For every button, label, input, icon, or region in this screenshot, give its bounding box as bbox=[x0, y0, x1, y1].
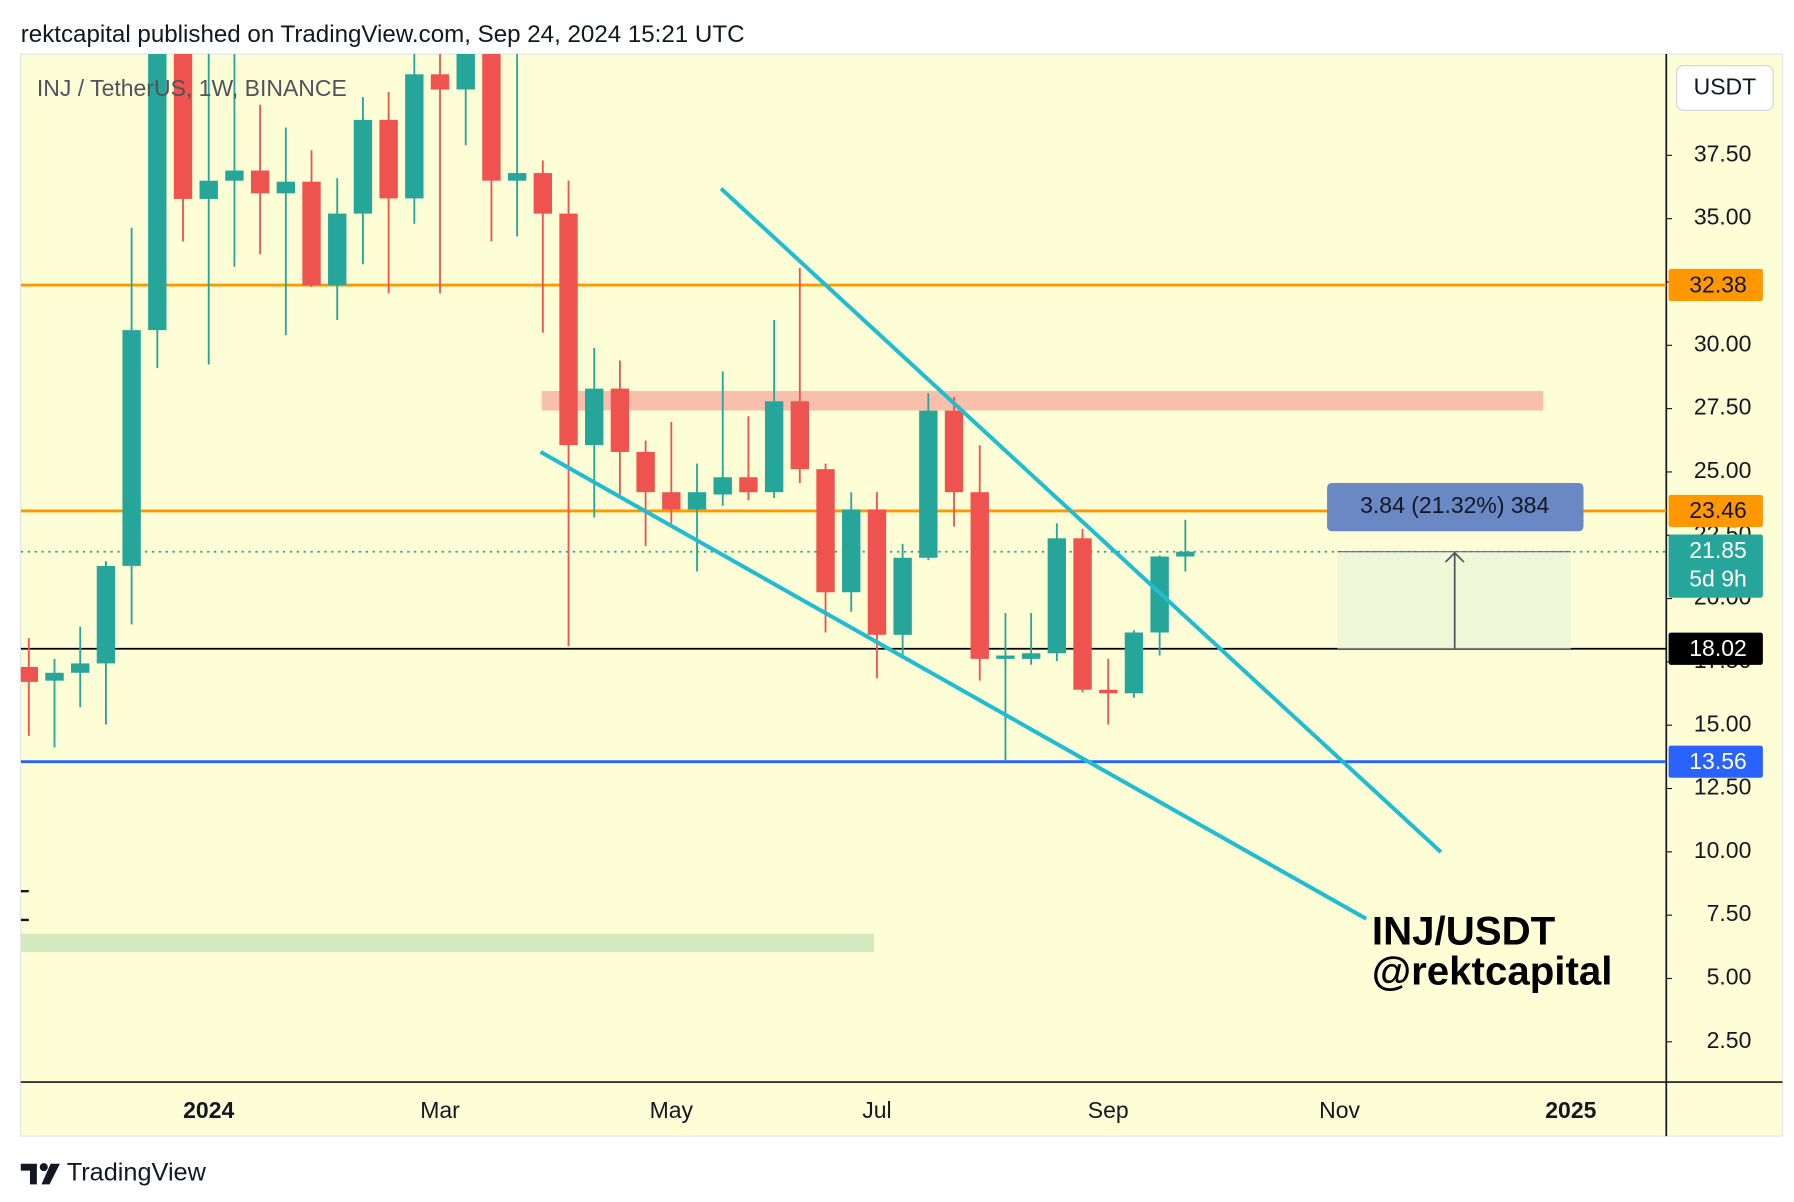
candle-body bbox=[533, 173, 553, 214]
candle-body bbox=[1047, 538, 1067, 654]
candle-body bbox=[353, 119, 373, 214]
candle-body bbox=[662, 492, 681, 510]
candle-body bbox=[173, 54, 193, 199]
y-tick-label: 25.00 bbox=[1694, 457, 1752, 483]
measure-label: 3.84 (21.32%) 384 bbox=[1360, 492, 1549, 518]
candle-body bbox=[893, 557, 912, 635]
x-tick-label: 2024 bbox=[183, 1097, 234, 1123]
logo-part bbox=[39, 1163, 48, 1172]
candle-body bbox=[559, 213, 578, 446]
candle-body bbox=[430, 74, 450, 90]
candle-body bbox=[944, 410, 964, 493]
candle-body bbox=[636, 451, 655, 493]
price-label: 32.38 bbox=[1689, 271, 1747, 297]
logo-part bbox=[41, 1163, 60, 1185]
candle-body bbox=[328, 213, 347, 286]
candle-body bbox=[739, 477, 758, 493]
watermark: @rektcapital bbox=[1372, 949, 1613, 994]
y-tick-label: 10.00 bbox=[1694, 837, 1752, 863]
candle-body bbox=[148, 54, 167, 331]
candle-body bbox=[713, 477, 732, 495]
drawings bbox=[20, 187, 1443, 922]
candle-body bbox=[482, 54, 501, 181]
x-tick-label: May bbox=[650, 1097, 694, 1123]
candle-body bbox=[225, 170, 244, 181]
candle-body bbox=[405, 74, 424, 199]
lower-trendline bbox=[539, 450, 1368, 921]
candle-body bbox=[687, 492, 707, 510]
candle-body bbox=[919, 410, 938, 558]
candle-body bbox=[970, 492, 989, 659]
x-axis: 2024 Mar May Jul Sep Nov 2025 bbox=[183, 1097, 1596, 1123]
y-tick-label: 37.50 bbox=[1694, 140, 1752, 166]
candle-body bbox=[199, 180, 218, 199]
candle-body bbox=[1021, 653, 1041, 659]
price-label: 18.02 bbox=[1689, 635, 1747, 661]
candle-body bbox=[842, 509, 861, 593]
price-label-box bbox=[1668, 745, 1763, 778]
x-tick-label: 2025 bbox=[1545, 1097, 1596, 1123]
resistance-zone bbox=[541, 390, 1544, 411]
price-label: 13.56 bbox=[1689, 748, 1747, 774]
candle-body bbox=[379, 119, 398, 199]
currency: USDT bbox=[1694, 74, 1757, 100]
y-tick-label: 27.50 bbox=[1694, 394, 1752, 420]
overlay: 3.84 (21.32%) 384 32.38 23.46 18.02 13.56 21.… bbox=[1327, 268, 1763, 778]
measure-label-box bbox=[1327, 482, 1584, 532]
x-tick-label: Mar bbox=[420, 1097, 460, 1123]
candle-body bbox=[45, 672, 64, 681]
price-label-box bbox=[1668, 268, 1763, 302]
candle-body bbox=[1099, 689, 1118, 694]
price-label-box bbox=[1668, 632, 1763, 665]
brand-logo bbox=[20, 1163, 60, 1185]
candle-body bbox=[96, 565, 116, 664]
candle-body bbox=[790, 401, 810, 470]
measure-arrowhead bbox=[1444, 551, 1465, 563]
y-tick-label: 35.00 bbox=[1694, 204, 1752, 230]
candle-body bbox=[764, 401, 784, 493]
x-tick-label: Nov bbox=[1319, 1097, 1360, 1123]
y-tick-label: 5.00 bbox=[1707, 964, 1752, 990]
candle-body bbox=[816, 469, 835, 593]
candle-body bbox=[71, 663, 90, 673]
symbol-legend: INJ / TetherUS, 1W, BINANCE bbox=[37, 75, 347, 101]
price-label: 23.46 bbox=[1689, 497, 1747, 523]
candle-body bbox=[122, 330, 141, 566]
zones bbox=[20, 390, 1544, 953]
last-price-box bbox=[1668, 534, 1763, 598]
price-label-box bbox=[1668, 494, 1763, 528]
candle-body bbox=[276, 181, 296, 194]
countdown-label: 5d 9h bbox=[1689, 566, 1747, 592]
candle-body bbox=[20, 666, 39, 682]
candle-body bbox=[1073, 538, 1092, 690]
candle-body bbox=[610, 388, 630, 452]
x-tick-label: Sep bbox=[1088, 1097, 1129, 1123]
last-price-label: 21.85 bbox=[1689, 537, 1747, 563]
y-tick-label: 2.50 bbox=[1707, 1027, 1752, 1053]
logo-part bbox=[20, 1163, 37, 1185]
candle-body bbox=[996, 655, 1015, 659]
watermark: INJ/USDT bbox=[1372, 908, 1556, 953]
y-tick-label: 7.50 bbox=[1707, 900, 1752, 926]
y-tick-label: 30.00 bbox=[1694, 330, 1752, 356]
candle-body bbox=[1176, 551, 1195, 557]
y-tick-label: 15.00 bbox=[1694, 710, 1752, 736]
candle-body bbox=[585, 388, 604, 446]
candles bbox=[20, 54, 1195, 762]
candle-body bbox=[250, 170, 270, 194]
support-zone bbox=[20, 933, 875, 953]
x-tick-label: Jul bbox=[862, 1097, 891, 1123]
candle-body bbox=[1124, 632, 1144, 694]
candle-body bbox=[867, 509, 887, 635]
candle-body bbox=[507, 173, 527, 181]
candle-body bbox=[302, 181, 321, 286]
upper-trendline bbox=[719, 187, 1443, 854]
y-tick-label: 12.50 bbox=[1694, 774, 1752, 800]
currency-box[interactable] bbox=[1676, 64, 1774, 111]
candle-body bbox=[456, 54, 475, 90]
brand: TradingView bbox=[67, 1159, 207, 1187]
header: rektcapital published on TradingView.com… bbox=[21, 21, 745, 48]
